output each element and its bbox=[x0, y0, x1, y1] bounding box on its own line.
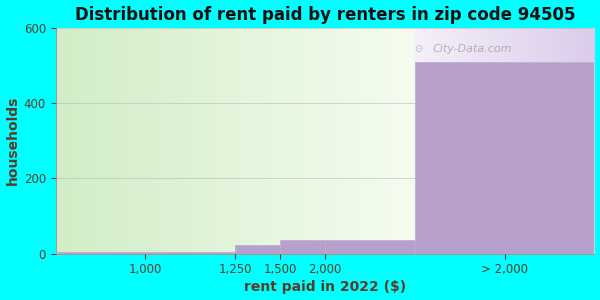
Text: City-Data.com: City-Data.com bbox=[433, 44, 512, 54]
Bar bbox=[415, 62, 595, 254]
Bar bbox=[235, 245, 280, 253]
Text: ⊙: ⊙ bbox=[414, 44, 422, 54]
Bar bbox=[145, 252, 235, 254]
Title: Distribution of rent paid by renters in zip code 94505: Distribution of rent paid by renters in … bbox=[75, 6, 575, 24]
Bar bbox=[325, 240, 415, 254]
Bar bbox=[56, 252, 145, 254]
X-axis label: rent paid in 2022 ($): rent paid in 2022 ($) bbox=[244, 280, 406, 294]
Y-axis label: households: households bbox=[5, 96, 20, 185]
Bar bbox=[280, 240, 325, 254]
